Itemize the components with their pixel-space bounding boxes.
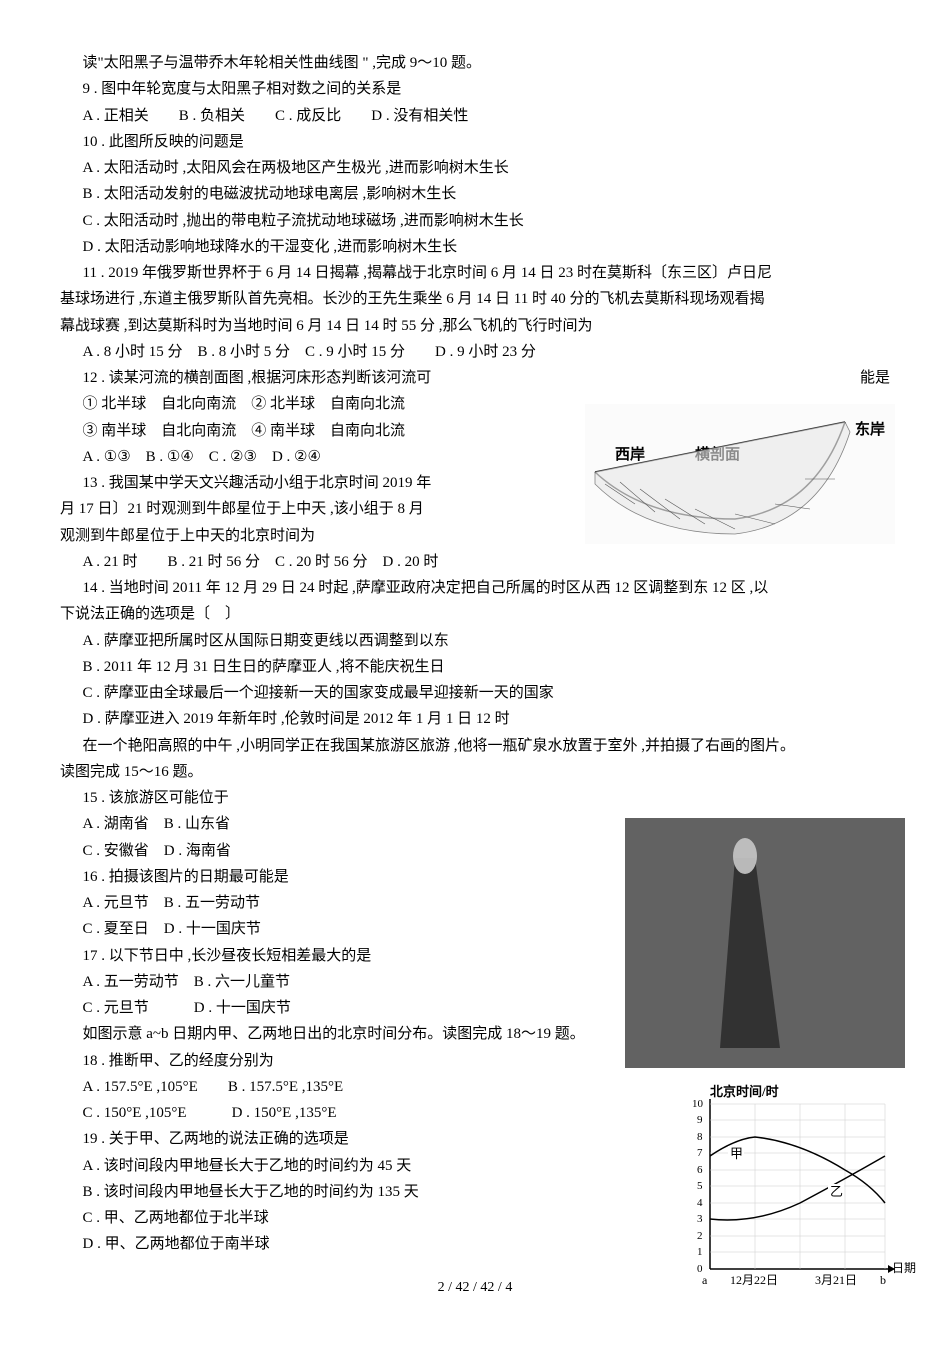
q10: 10 . 此图所反映的问题是 <box>60 129 890 155</box>
river-svg: 西岸 东岸 横剖面 <box>585 404 895 544</box>
chart-x-a: a <box>702 1273 708 1287</box>
svg-text:8: 8 <box>697 1131 703 1143</box>
chart-svg: 北京时间/时 10 9 8 7 6 5 4 3 2 1 0 a 12月22日 3… <box>680 1084 920 1294</box>
chart-grid: 10 9 8 7 6 5 4 3 2 1 0 <box>692 1098 885 1275</box>
svg-text:7: 7 <box>697 1147 703 1159</box>
svg-text:10: 10 <box>692 1098 704 1110</box>
page-content: 读"太阳黑子与温带乔木年轮相关性曲线图 " ,完成 9～10 题。 9 . 图中… <box>60 50 890 1258</box>
chart-x-axis-label: 日期 <box>892 1261 916 1275</box>
q9-options: A . 正相关 B . 负相关 C . 成反比 D . 没有相关性 <box>60 103 890 129</box>
svg-text:9: 9 <box>697 1114 703 1126</box>
q14-c: C . 萨摩亚由全球最后一个迎接新一天的国家变成最早迎接新一天的国家 <box>60 680 890 706</box>
q13-l2: 月 17 日〕21 时观测到牛郎星位于上中天 ,该小组于 8 月 <box>60 501 424 517</box>
q11-p3: 幕战球赛 ,到达莫斯科时为当地时间 6 月 14 日 14 时 55 分 ,那么… <box>60 313 890 339</box>
chart-jia-label: 甲 <box>730 1146 743 1161</box>
shadow-photo <box>625 818 905 1068</box>
q12-head-row: 12 . 读某河流的横剖面图 ,根据河床形态判断该河流可 能是 <box>60 365 890 391</box>
q10-c: C . 太阳活动时 ,抛出的带电粒子流扰动地球磁场 ,进而影响树木生长 <box>60 208 890 234</box>
chart-yi-label: 乙 <box>830 1184 843 1199</box>
svg-text:2: 2 <box>697 1230 703 1242</box>
q10-b: B . 太阳活动发射的电磁波扰动地球电离层 ,影响树木生长 <box>60 181 890 207</box>
q11-p1: 11 . 2019 年俄罗斯世界杯于 6 月 14 日揭幕 ,揭幕战于北京时间 … <box>60 260 890 286</box>
q11-options: A . 8 小时 15 分 B . 8 小时 5 分 C . 9 小时 15 分… <box>60 339 890 365</box>
bottle-shape <box>733 838 757 874</box>
q14-p1: 14 . 当地时间 2011 年 12 月 29 日 24 时起 ,萨摩亚政府决… <box>60 575 890 601</box>
river-bed-shade <box>595 422 850 534</box>
q12-head-right: 能是 <box>837 365 890 391</box>
q14-d: D . 萨摩亚进入 2019 年新年时 ,伦敦时间是 2012 年 1 月 1 … <box>60 706 890 732</box>
q10-a: A . 太阳活动时 ,太阳风会在两极地区产生极光 ,进而影响树木生长 <box>60 155 890 181</box>
q14-b: B . 2011 年 12 月 31 日生日的萨摩亚人 ,将不能庆祝生日 <box>60 654 890 680</box>
river-east-label: 东岸 <box>855 420 885 438</box>
chart-x-0321: 3月21日 <box>815 1273 857 1287</box>
q10-d: D . 太阳活动影响地球降水的干湿变化 ,进而影响树木生长 <box>60 234 890 260</box>
q14-p2: 下说法正确的选项是〔 〕 <box>60 601 890 627</box>
svg-text:6: 6 <box>697 1164 703 1176</box>
river-west-label: 西岸 <box>615 445 645 463</box>
q15: 15 . 该旅游区可能位于 <box>60 785 890 811</box>
q14-a: A . 萨摩亚把所属时区从国际日期变更线以西调整到以东 <box>60 628 890 654</box>
svg-text:4: 4 <box>697 1197 703 1209</box>
intro-9-10: 读"太阳黑子与温带乔木年轮相关性曲线图 " ,完成 9～10 题。 <box>60 50 890 76</box>
chart-x-b: b <box>880 1273 886 1287</box>
shadow-svg <box>625 818 905 1068</box>
q11-p2: 基球场进行 ,东道主俄罗斯队首先亮相。长沙的王先生乘坐 6 月 14 日 11 … <box>60 286 890 312</box>
q9: 9 . 图中年轮宽度与太阳黑子相对数之间的关系是 <box>60 76 890 102</box>
svg-text:5: 5 <box>697 1180 703 1192</box>
intro-15-16-p1: 在一个艳阳高照的中午 ,小明同学正在我国某旅游区旅游 ,他将一瓶矿泉水放置于室外… <box>60 733 890 759</box>
chart-curve-yi <box>710 1156 885 1220</box>
river-diagram: 西岸 东岸 横剖面 <box>585 404 895 544</box>
svg-text:3: 3 <box>697 1213 703 1225</box>
q13-options: A . 21 时 B . 21 时 56 分 C . 20 时 56 分 D .… <box>60 549 890 575</box>
chart-title: 北京时间/时 <box>710 1084 779 1099</box>
chart-x-1222: 12月22日 <box>730 1273 778 1287</box>
intro-15-16-p2: 读图完成 15～16 题。 <box>60 759 890 785</box>
q13-l1: 13 . 我国某中学天文兴趣活动小组于北京时间 2019 年 <box>83 475 432 491</box>
sunrise-chart: 北京时间/时 10 9 8 7 6 5 4 3 2 1 0 a 12月22日 3… <box>680 1084 920 1294</box>
q12-head: 12 . 读某河流的横剖面图 ,根据河床形态判断该河流可 <box>83 370 432 386</box>
svg-text:1: 1 <box>697 1246 703 1258</box>
